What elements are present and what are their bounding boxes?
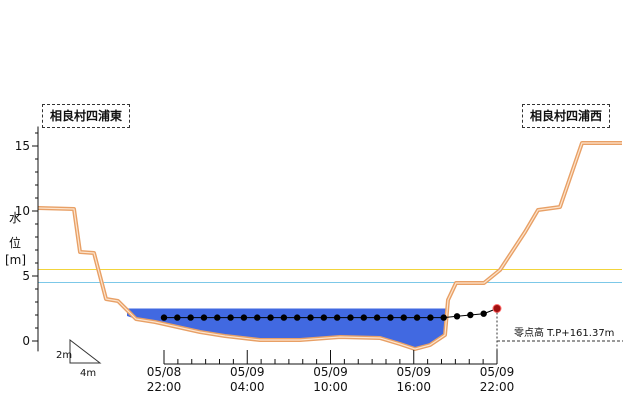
water-level-point [294, 314, 301, 321]
y-axis-label-part1: 水 [9, 211, 21, 225]
water-level-point [440, 314, 447, 321]
scale-legend-horizontal: 4m [80, 368, 96, 379]
y-axis-label-part3: [m] [5, 253, 26, 267]
x-axis: 05/0822:0005/0904:0005/0910:0005/0916:00… [147, 350, 515, 394]
x-tick-date: 05/08 [147, 365, 182, 379]
y-tick-label: 0 [22, 334, 30, 348]
water-level-point [480, 310, 487, 317]
water-level-point [240, 314, 248, 321]
x-tick-time: 22:00 [480, 380, 515, 394]
water-level-point [174, 314, 181, 321]
water-level-point [280, 314, 288, 321]
water-level-point [413, 314, 421, 321]
x-tick-time: 16:00 [396, 380, 431, 394]
zero-point-label: 零点高 T.P+161.37m [514, 326, 614, 339]
water-level-point [200, 314, 208, 321]
water-level-point [307, 314, 314, 321]
water-level-point [400, 314, 407, 321]
water-level-point [187, 314, 194, 321]
water-level-point [373, 314, 381, 321]
x-tick-date: 05/09 [230, 365, 265, 379]
y-tick-label: 5 [22, 269, 30, 283]
x-tick-date: 05/09 [480, 365, 515, 379]
water-level-point [453, 313, 461, 320]
water-level-point [320, 314, 328, 321]
river-cross-section-inner [37, 142, 622, 350]
y-axis-label-part2: 位 [9, 235, 21, 250]
x-tick-date: 05/09 [313, 365, 348, 379]
x-tick-time: 10:00 [313, 380, 348, 394]
current-water-level-point [492, 304, 502, 313]
water-level-point [387, 314, 394, 321]
water-level-point [254, 314, 261, 321]
x-tick-date: 05/09 [396, 365, 431, 379]
scale-legend: 2m 4m [56, 338, 102, 379]
water-level-point [347, 314, 354, 321]
x-tick-time: 22:00 [147, 380, 182, 394]
water-level-point [214, 314, 221, 321]
water-level-point [160, 314, 168, 321]
bank-left-label: 相良村四浦東 [42, 104, 131, 128]
river-water-area [127, 308, 448, 349]
y-axis: 0 5 10 15 [15, 126, 39, 352]
water-level-point [427, 314, 434, 321]
water-level-series [160, 304, 502, 350]
water-level-point [267, 314, 274, 321]
scale-legend-vertical: 2m [56, 350, 72, 361]
y-tick-label: 10 [15, 204, 30, 218]
y-tick-label: 15 [15, 139, 30, 153]
x-tick-time: 04:00 [230, 380, 265, 394]
water-level-point [360, 314, 367, 321]
bank-right-label: 相良村四浦西 [522, 104, 611, 128]
water-level-point [227, 314, 234, 321]
water-level-point [467, 311, 474, 319]
water-level-point [333, 314, 341, 321]
